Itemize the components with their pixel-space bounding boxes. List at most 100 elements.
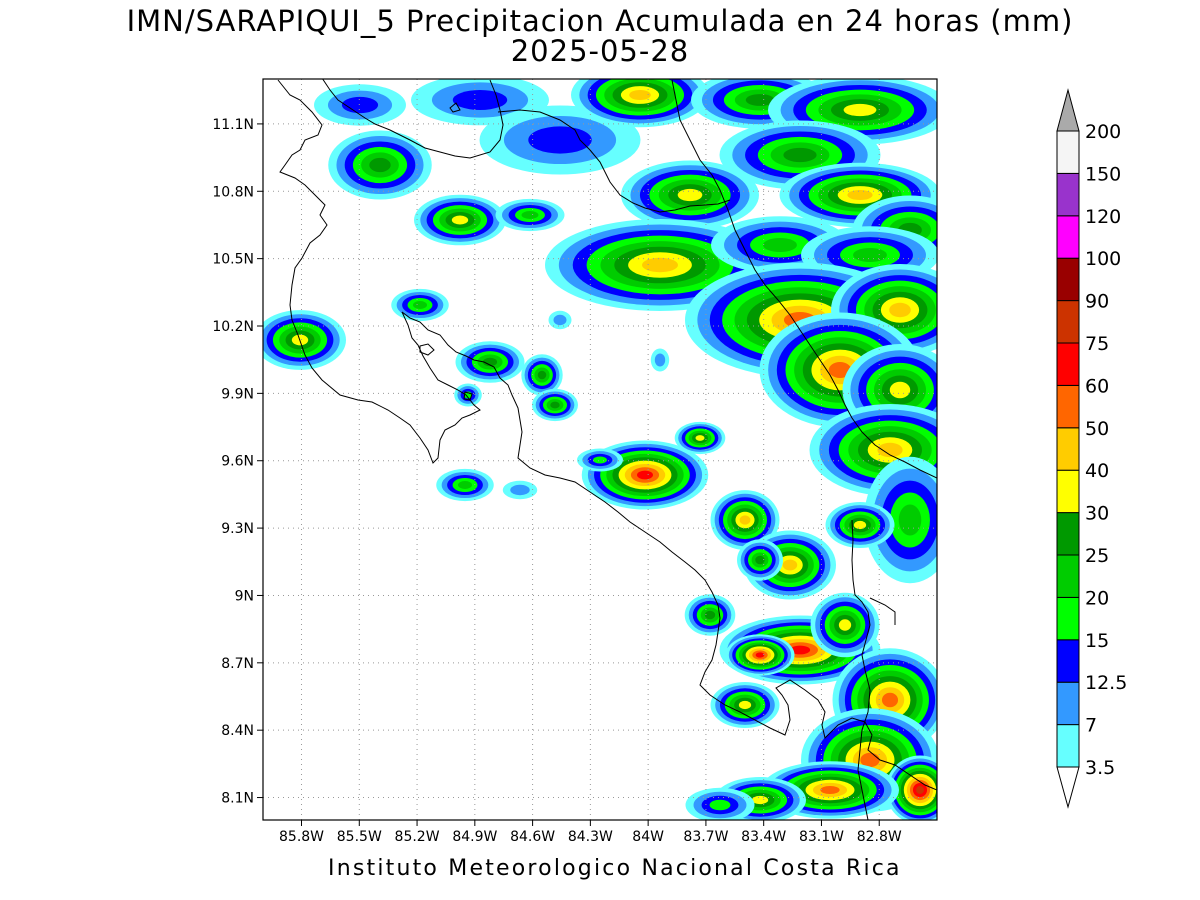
colorbar-swatch (1056, 681, 1080, 726)
lat-tick-label: 10.5N (212, 252, 254, 268)
rain-contour (853, 520, 867, 530)
lon-tick-label: 85.5W (337, 829, 382, 845)
colorbar-label: 12.5 (1085, 672, 1127, 694)
rain-contour (452, 90, 508, 110)
colorbar-swatch (1056, 342, 1080, 386)
rain-contour (789, 645, 811, 655)
rain-contour (341, 96, 379, 114)
rain-contour (704, 610, 716, 620)
rain-contour (853, 247, 887, 263)
lon-tick-label: 84W (632, 829, 664, 845)
lon-tick-label: 82.8W (857, 829, 902, 845)
rain-contour (916, 786, 924, 794)
lat-tick-label: 8.4N (221, 723, 254, 739)
rain-contour (751, 795, 769, 805)
colorbar-swatch (1056, 300, 1080, 344)
map-title: IMN/SARAPIQUI_5 Precipitacion Acumulada … (126, 4, 1074, 38)
colorbar-swatch (1056, 596, 1080, 641)
rain-contour (860, 752, 880, 768)
colorbar-label: 7 (1085, 715, 1097, 737)
colorbar-label: 75 (1085, 333, 1109, 355)
lon-tick-label: 84.9W (452, 829, 497, 845)
rain-contour (847, 189, 873, 201)
rain-contour (783, 147, 817, 163)
rain-contour (828, 361, 852, 379)
map-date: 2025-05-28 (510, 34, 690, 68)
colorbar-label: 200 (1085, 121, 1121, 143)
colorbar-swatch (1056, 427, 1080, 471)
lat-tick-label: 10.8N (212, 184, 254, 200)
rain-contour (641, 257, 679, 273)
coastline (277, 79, 937, 820)
lon-tick-label: 83.1W (799, 829, 844, 845)
colorbar-swatch (1056, 215, 1080, 259)
lon-tick-label: 85.8W (279, 829, 324, 845)
colorbar-swatch (1056, 554, 1080, 598)
rain-contour (739, 515, 751, 525)
lat-tick-label: 9.6N (221, 454, 254, 470)
rain-contour (755, 652, 765, 658)
rain-contour (510, 484, 530, 496)
rain-contour (369, 157, 391, 173)
rain-contour (889, 302, 911, 318)
rain-contour (755, 555, 765, 565)
lon-tick-label: 83.4W (741, 829, 786, 845)
rain-contour (838, 619, 852, 631)
lon-tick-label: 84.6W (510, 829, 555, 845)
lat-tick-label: 11.1N (212, 117, 254, 133)
rain-contour (745, 94, 775, 106)
rain-contour (738, 700, 752, 710)
rain-contour (528, 126, 592, 154)
lat-tick-label: 8.1N (221, 791, 254, 807)
colorbar-label: 50 (1085, 418, 1109, 440)
rain-contour (763, 237, 797, 253)
colorbar-label: 25 (1085, 545, 1109, 567)
colorbar: 3.5 7 12.5 15 20 25 30 40 50 60 75 90 100 120 150 200 (1056, 88, 1127, 809)
colorbar-swatch (1056, 257, 1080, 302)
colorbar-label: 30 (1085, 503, 1109, 525)
rain-contour (877, 442, 903, 458)
rain-contour (695, 435, 705, 441)
colorbar-label: 60 (1085, 375, 1109, 397)
colorbar-swatch (1056, 724, 1080, 768)
colorbar-label: 120 (1085, 206, 1121, 228)
lon-tick-label: 83.7W (683, 829, 728, 845)
colorbar-label: 15 (1085, 630, 1109, 652)
lat-tick-label: 9.9N (221, 386, 254, 402)
colorbar-swatch (1056, 130, 1080, 174)
rain-contour (521, 211, 539, 219)
rain-contour (412, 301, 428, 309)
lat-tick-label: 9.3N (221, 521, 254, 537)
colorbar-swatch (1056, 384, 1080, 429)
rain-contour (881, 692, 899, 708)
rain-contour (553, 314, 567, 326)
longitude-axis: 85.8W 85.5W 85.2W 84.9W 84.6W 84.3W 84W 83.7W 83… (279, 820, 902, 845)
rain-contour (654, 353, 666, 367)
rain-contour (898, 504, 922, 536)
lat-tick-label: 9N (235, 588, 254, 604)
rain-contour (782, 559, 798, 571)
colorbar-min-arrow (1056, 766, 1080, 809)
colorbar-swatch (1056, 469, 1080, 514)
rain-contour (677, 188, 703, 202)
lat-tick-label: 10.2N (212, 319, 254, 335)
colorbar-label: 90 (1085, 291, 1109, 313)
colorbar-label: 20 (1085, 587, 1109, 609)
colorbar-swatch (1056, 172, 1080, 217)
rain-contour (451, 215, 469, 225)
colorbar-max-arrow (1056, 88, 1080, 132)
rain-contour (820, 785, 840, 795)
colorbar-swatch (1056, 639, 1080, 683)
colorbar-label: 3.5 (1085, 757, 1115, 779)
grid-lines (263, 79, 937, 820)
rain-contour (482, 357, 498, 367)
rain-contour (889, 381, 911, 399)
rain-contour (843, 103, 877, 117)
colorbar-label: 40 (1085, 460, 1109, 482)
rain-contour (457, 481, 473, 489)
rain-contour (637, 470, 653, 480)
colorbar-label: 150 (1085, 163, 1121, 185)
rain-contour (593, 456, 607, 464)
latitude-axis: 11.1N 10.8N 10.5N 10.2N 9.9N 9.6N 9.3N 9N 8.7N 8.… (212, 117, 263, 807)
